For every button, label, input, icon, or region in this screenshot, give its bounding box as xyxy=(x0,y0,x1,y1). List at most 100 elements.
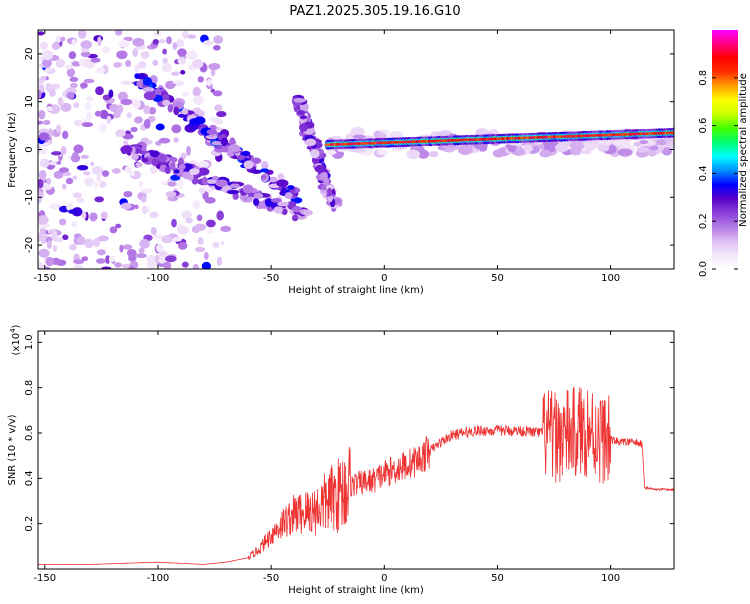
spectrogram-cell xyxy=(182,30,189,39)
spectrogram-cell xyxy=(65,64,73,70)
spectrogram-cell xyxy=(135,253,147,259)
snr-multiplier-close: ) xyxy=(11,324,22,328)
spectrogram-cell xyxy=(149,211,159,219)
spectrogram-cell xyxy=(172,42,178,50)
spectrogram-cell xyxy=(187,34,197,39)
spectrogram-cell xyxy=(171,124,182,134)
chart-title: PAZ1.2025.305.19.16.G10 xyxy=(289,4,460,19)
spectrogram-cell xyxy=(38,170,47,180)
spectrogram-cell xyxy=(212,90,223,97)
spectrogram-cell xyxy=(277,173,285,181)
spectrogram-cell xyxy=(669,131,674,135)
spectrogram-cell xyxy=(45,82,52,92)
spectrogram-cell xyxy=(182,171,192,180)
spectrogram-cell xyxy=(158,256,166,264)
spectrogram-cell xyxy=(143,91,157,101)
spectrogram-cell xyxy=(216,111,227,118)
spectrogram-cell xyxy=(50,229,58,240)
spectrogram-cell xyxy=(291,214,299,222)
spectrogram-cell xyxy=(276,179,289,188)
spectrogram-cell xyxy=(555,143,569,153)
spectrogram-cell xyxy=(270,198,282,203)
y-tick-label: 0.4 xyxy=(24,470,35,486)
spectrogram-cell xyxy=(150,226,157,236)
x-tick-label: -50 xyxy=(263,573,279,584)
spectrogram-cell xyxy=(139,238,150,249)
spectrogram-cell xyxy=(99,109,109,120)
spectrogram-cell xyxy=(578,149,592,155)
spectrogram-cell xyxy=(281,187,287,196)
spectrogram-cell xyxy=(38,109,46,120)
spectrogram-cell xyxy=(163,261,172,269)
spectrogram-cell xyxy=(56,160,62,165)
spectrogram-cell xyxy=(118,39,130,48)
spectrogram-cell xyxy=(72,192,82,198)
spectrogram-cell xyxy=(123,190,133,198)
spectrogram-cell xyxy=(126,112,133,119)
spectrogram-cell xyxy=(84,177,95,187)
spectrogram-cell xyxy=(89,212,98,222)
spectrogram-cell xyxy=(639,140,649,145)
spectrogram-cell xyxy=(45,256,54,267)
spectrogram-cell xyxy=(46,177,52,185)
colorbar-tick-label: 0.8 xyxy=(698,70,709,86)
spectrogram-cell xyxy=(38,31,45,36)
colorbar-tick-label: 0.0 xyxy=(698,261,709,277)
spectrogram-cell xyxy=(229,137,236,146)
spectrogram-cell xyxy=(138,180,143,188)
spectrogram-cell xyxy=(94,196,104,203)
spectrogram-cell xyxy=(40,41,48,51)
spectrogram-cell xyxy=(221,144,231,153)
spectrogram-cell xyxy=(59,218,67,226)
spectrogram-cell xyxy=(76,196,85,204)
spectrogram-cell xyxy=(213,44,221,51)
spectrogram-cell xyxy=(158,137,171,144)
spectrogram-cell xyxy=(132,37,145,47)
spectrogram-cell xyxy=(120,80,132,86)
snr-multiplier-base: (x10 xyxy=(11,333,22,356)
spectrogram-cell xyxy=(173,137,179,143)
spectrogram-cell xyxy=(352,134,366,139)
spectrogram-cell xyxy=(287,185,295,190)
spectrogram-frame xyxy=(37,29,675,270)
spectrogram-cell xyxy=(80,154,89,159)
spectrogram-cell xyxy=(261,161,269,170)
spectrogram-cell xyxy=(181,261,189,268)
spectrogram-cell xyxy=(38,89,42,99)
spectrogram-cell xyxy=(299,115,307,120)
spectrogram-cell xyxy=(109,104,119,112)
spectrogram-cell xyxy=(40,75,47,81)
spectrogram-cell xyxy=(152,234,164,240)
x-tick-label: -100 xyxy=(147,273,170,284)
spectrogram-cell xyxy=(57,96,64,106)
spectrogram-cell xyxy=(138,247,145,254)
spectrogram-cell xyxy=(134,64,140,73)
spectrogram-cell xyxy=(220,225,232,232)
spectrogram-cell xyxy=(264,198,273,207)
spectrogram-cell xyxy=(156,243,164,253)
spectrogram-cell xyxy=(95,67,106,74)
spectrogram-cell xyxy=(169,162,176,171)
spectrogram-cell xyxy=(650,145,659,151)
spectrogram-cell xyxy=(94,110,102,117)
spectrogram-cell xyxy=(80,40,93,49)
spectrogram-cell xyxy=(147,139,153,145)
spectrogram-cell xyxy=(67,209,80,215)
spectrogram-cell xyxy=(38,144,41,154)
spectrogram-cell xyxy=(109,226,118,234)
spectrogram-cell xyxy=(194,223,207,231)
spectrogram-cell xyxy=(42,57,52,68)
spectrogram-cell xyxy=(253,192,264,199)
spectrogram-cell xyxy=(165,82,177,88)
spectrogram-cell xyxy=(172,237,183,242)
spectrogram-cell xyxy=(128,254,137,262)
spectrogram-cell xyxy=(220,240,225,245)
spectrogram-cell xyxy=(351,147,366,153)
spectrogram-cell xyxy=(38,263,46,269)
spectrogram-cell xyxy=(48,128,53,138)
spectrogram-cell xyxy=(173,106,180,116)
x-tick-label: 0 xyxy=(381,273,387,284)
spectrogram-cell xyxy=(97,235,109,242)
spectrogram-cell xyxy=(60,36,66,42)
snr-frame xyxy=(37,330,675,570)
